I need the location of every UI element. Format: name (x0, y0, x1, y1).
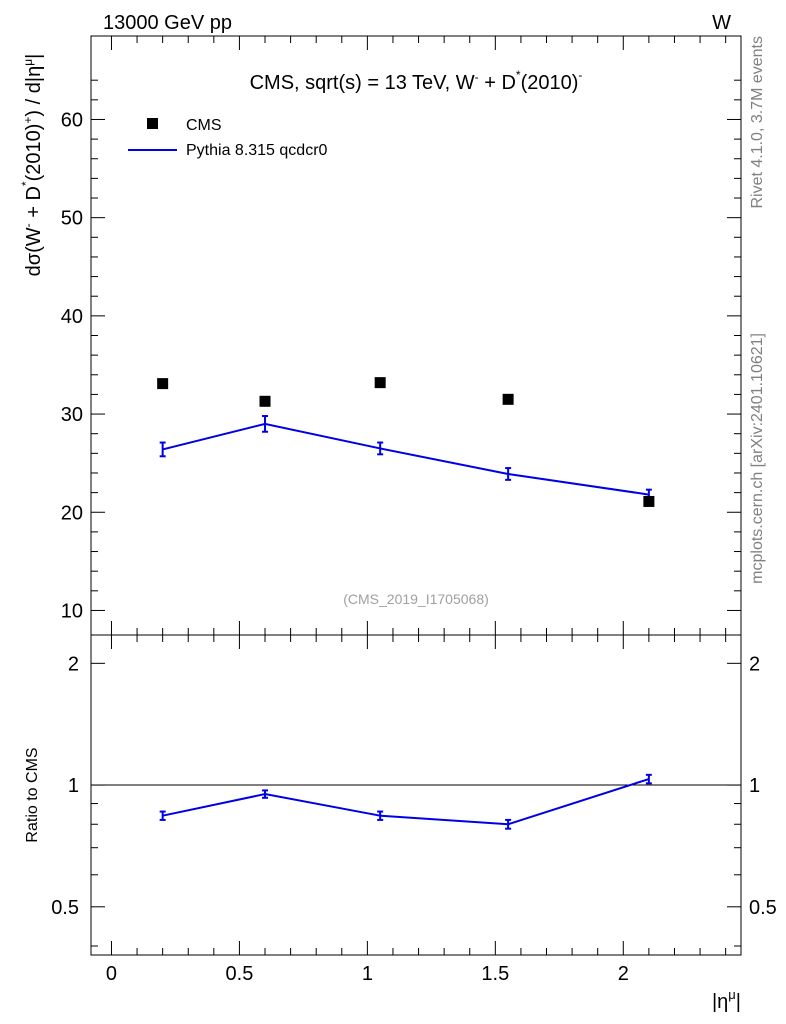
ratio-axis-ticks: 0.5 0.5 1 1 2 2 0 0.5 1 1.5 2 (51, 635, 777, 985)
ratio-frame (90, 634, 742, 956)
x-tick-label: 2 (618, 963, 629, 985)
main-panel: 10 20 30 40 50 60 CMS, sqrt(s) = 13 TeV, W- +… (19, 35, 742, 636)
plot-title: CMS, sqrt(s) = 13 TeV, W- + D*(2010)- (250, 68, 583, 94)
main-y-tick-label: 30 (61, 404, 83, 426)
ratio-y-tick-label-right: 0.5 (749, 897, 777, 919)
main-y-tick-label: 60 (61, 109, 83, 131)
x-tick-label: 1 (362, 963, 373, 985)
ratio-y-tick-label-right: 1 (749, 775, 760, 797)
legend-label-cms: CMS (186, 117, 222, 134)
ratio-pythia-line (162, 778, 650, 826)
main-y-tick-label: 40 (61, 306, 83, 328)
cms-data-point (259, 395, 271, 407)
cms-data-point (502, 393, 514, 405)
main-series (157, 377, 655, 507)
header-observable: W (712, 12, 731, 34)
ratio-series (159, 773, 652, 830)
header-process: 13000 GeV pp (103, 12, 232, 34)
cms-data-point (157, 378, 169, 390)
ratio-y-tick-label-left: 1 (68, 775, 79, 797)
cms-data-point (643, 495, 655, 507)
ratio-y-tick-label-left: 2 (68, 653, 79, 675)
main-y-tick-label: 50 (61, 208, 83, 230)
ratio-y-tick-label-right: 2 (749, 653, 760, 675)
legend-marker-cms (147, 118, 158, 129)
ratio-y-tick-label-left: 0.5 (51, 897, 79, 919)
x-tick-label: 1.5 (481, 963, 509, 985)
ratio-panel: 0.5 0.5 1 1 2 2 0 0.5 1 1.5 2 Ratio to CMS |ημ| (24, 634, 777, 1013)
main-y-tick-label: 10 (61, 600, 83, 622)
main-y-axis-label: dσ(W- + D*(2010)+) / d|ημ| (19, 54, 45, 277)
mcplots-label: mcplots.cern.ch [arXiv:2401.10621] (749, 333, 766, 584)
cms-data-point (374, 377, 386, 389)
ratio-y-axis-label: Ratio to CMS (24, 747, 41, 842)
rivet-version-label: Rivet 4.1.0, 3.7M events (749, 36, 766, 209)
main-axis-ticks: 10 20 30 40 50 60 (61, 36, 741, 635)
legend-label-pythia: Pythia 8.315 qcdcr0 (186, 142, 328, 159)
analysis-reference: (CMS_2019_I1705068) (343, 591, 489, 607)
x-tick-label: 0.5 (226, 963, 254, 985)
x-tick-label: 0 (106, 963, 117, 985)
main-y-tick-label: 20 (61, 502, 83, 524)
x-axis-label: |ημ| (712, 987, 741, 1013)
pythia-line (162, 422, 650, 496)
